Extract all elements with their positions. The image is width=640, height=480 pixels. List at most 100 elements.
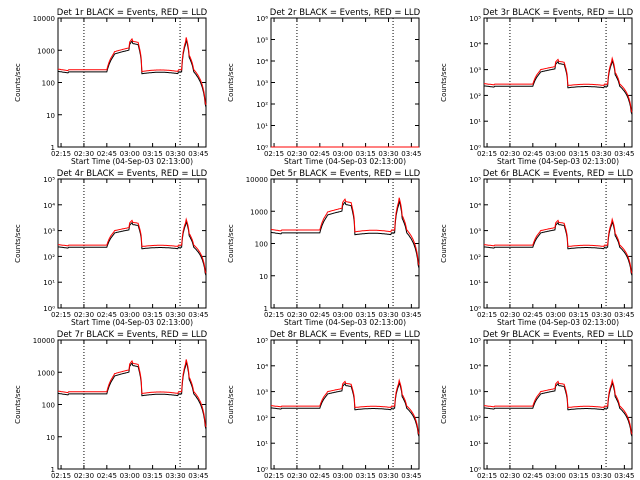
y-tick-label: 100 — [255, 241, 268, 249]
x-tick-label: 02:30 — [287, 150, 307, 158]
x-tick-label: 02:15 — [477, 311, 497, 319]
series-lld — [57, 37, 207, 106]
y-tick-label: 10000 — [33, 15, 55, 23]
y-tick-label: 10¹ — [469, 440, 481, 448]
y-tick-label: 10⁵ — [469, 337, 481, 345]
y-tick-label: 1 — [51, 466, 55, 474]
x-tick-label: 03:30 — [378, 311, 398, 319]
panel-det-6r: Det 6r BLACK = Events, RED = LLD 10⁰ 10¹ 10… — [440, 169, 634, 327]
series-lld — [270, 378, 420, 435]
x-tick-label: 02:15 — [264, 472, 284, 480]
plot-frame — [483, 178, 633, 309]
panel-det-2r: Det 2r BLACK = Events, RED = LLD 10⁰ 10¹ 10… — [227, 8, 421, 166]
y-tick-label: 10⁵ — [469, 176, 481, 184]
series-lld — [483, 378, 633, 435]
y-tick-label: 10¹ — [469, 279, 481, 287]
y-tick-label: 10¹ — [469, 118, 481, 126]
y-tick-label: 10² — [469, 414, 481, 422]
x-tick-label: 03:30 — [591, 472, 611, 480]
panel-det-1r: Det 1r BLACK = Events, RED = LLD 1 10 100 10… — [14, 8, 208, 166]
x-tick-label: 03:45 — [614, 150, 634, 158]
panel-title: Det 3r BLACK = Events, RED = LLD — [483, 8, 634, 18]
y-tick-label: 10⁴ — [469, 41, 481, 49]
series-lld — [270, 197, 420, 266]
y-tick-label: 10³ — [256, 80, 268, 88]
y-tick-label: 10⁵ — [43, 176, 55, 184]
x-tick-label: 03:00 — [546, 472, 566, 480]
y-tick-label: 1000 — [250, 208, 268, 216]
y-axis-label: Counts/sec — [440, 63, 448, 102]
x-tick-label: 03:45 — [401, 472, 421, 480]
x-tick-label: 03:45 — [188, 150, 208, 158]
x-tick-label: 03:15 — [356, 311, 376, 319]
plot-frame — [57, 178, 207, 309]
y-tick-label: 10⁴ — [469, 363, 481, 371]
x-tick-label: 02:15 — [51, 150, 71, 158]
series-events — [57, 361, 207, 430]
series-events — [270, 380, 420, 437]
y-tick-label: 10 — [259, 273, 268, 281]
panel-det-4r: Det 4r BLACK = Events, RED = LLD 10⁰ 10¹ 10… — [14, 169, 208, 327]
plot-frame — [483, 17, 633, 148]
x-tick-label: 03:30 — [378, 472, 398, 480]
y-tick-label: 10¹ — [43, 279, 55, 287]
y-tick-label: 10⁰ — [43, 305, 55, 313]
x-tick-label: 02:30 — [74, 472, 94, 480]
x-axis-label: Start Time (04-Sep-03 02:13:00) — [71, 157, 193, 166]
x-tick-label: 03:45 — [188, 472, 208, 480]
y-axis-label: Counts/sec — [227, 63, 235, 102]
y-tick-label: 10² — [43, 253, 55, 261]
panel-title: Det 2r BLACK = Events, RED = LLD — [270, 8, 421, 18]
x-tick-label: 03:15 — [143, 311, 163, 319]
y-tick-label: 10⁴ — [256, 58, 268, 66]
x-axis-label: Start Time (04-Sep-03 02:13:00) — [497, 157, 619, 166]
x-tick-label: 03:30 — [378, 150, 398, 158]
x-tick-label: 02:30 — [287, 311, 307, 319]
x-tick-label: 03:30 — [591, 150, 611, 158]
y-tick-label: 10² — [256, 101, 268, 109]
panel-title: Det 4r BLACK = Events, RED = LLD — [57, 169, 208, 179]
y-tick-label: 100 — [42, 80, 55, 88]
panel-det-7r: Det 7r BLACK = Events, RED = LLD 1 10 100 10… — [14, 330, 208, 480]
panel-title: Det 9r BLACK = Events, RED = LLD — [483, 330, 634, 340]
series-lld — [57, 217, 207, 274]
x-tick-label: 02:15 — [264, 150, 284, 158]
x-tick-label: 02:45 — [523, 472, 543, 480]
y-axis-label: Counts/sec — [440, 224, 448, 263]
x-tick-label: 02:45 — [523, 150, 543, 158]
x-tick-label: 03:30 — [165, 311, 185, 319]
x-tick-label: 03:00 — [333, 150, 353, 158]
y-tick-label: 10² — [256, 414, 268, 422]
y-tick-label: 10³ — [43, 228, 55, 236]
panel-title: Det 5r BLACK = Events, RED = LLD — [270, 169, 421, 179]
plot-frame — [270, 17, 420, 148]
x-tick-label: 03:45 — [614, 472, 634, 480]
y-axis-label: Counts/sec — [14, 63, 22, 102]
x-tick-label: 03:30 — [165, 150, 185, 158]
series-lld — [483, 217, 633, 274]
x-tick-label: 02:45 — [97, 150, 117, 158]
x-tick-label: 03:15 — [143, 472, 163, 480]
y-tick-label: 10⁰ — [256, 144, 268, 152]
panel-title: Det 6r BLACK = Events, RED = LLD — [483, 169, 634, 179]
x-tick-label: 03:00 — [546, 150, 566, 158]
y-tick-label: 10⁵ — [469, 15, 481, 23]
x-tick-label: 03:15 — [356, 150, 376, 158]
x-tick-label: 02:15 — [477, 472, 497, 480]
y-tick-label: 10 — [46, 434, 55, 442]
x-tick-label: 03:45 — [188, 311, 208, 319]
plot-frame — [483, 339, 633, 470]
series-events — [483, 219, 633, 276]
y-tick-label: 10⁵ — [256, 337, 268, 345]
panel-det-5r: Det 5r BLACK = Events, RED = LLD 1 10 100 10… — [227, 169, 421, 327]
x-tick-label: 03:45 — [401, 311, 421, 319]
x-tick-label: 03:15 — [569, 311, 589, 319]
x-tick-label: 02:45 — [310, 311, 330, 319]
x-tick-label: 03:45 — [401, 150, 421, 158]
panel-det-9r: Det 9r BLACK = Events, RED = LLD 10⁰ 10¹ 10… — [440, 330, 634, 480]
y-tick-label: 10³ — [256, 389, 268, 397]
x-tick-label: 03:00 — [120, 311, 140, 319]
x-tick-label: 03:00 — [120, 150, 140, 158]
y-tick-label: 1000 — [37, 369, 55, 377]
